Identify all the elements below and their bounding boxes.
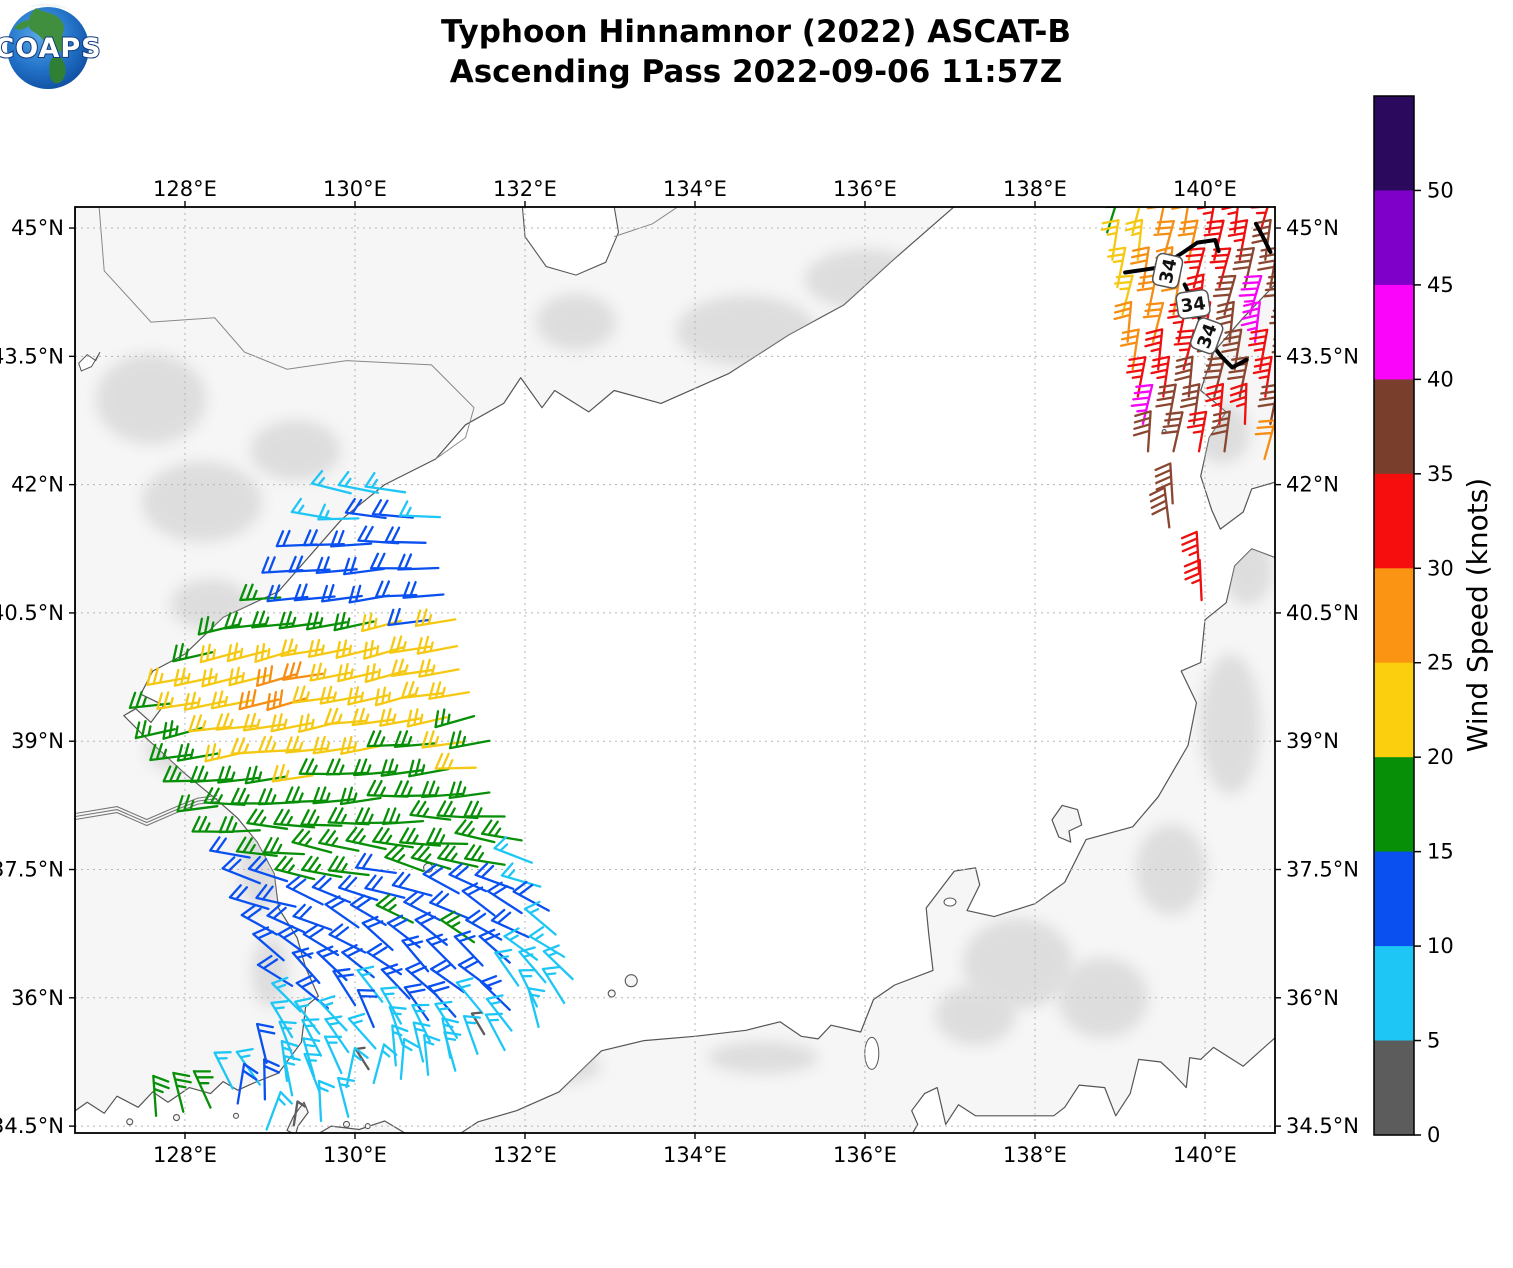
lake-noto	[944, 898, 956, 906]
figure-canvas: Typhoon Hinnamnor (2022) ASCAT-B Ascendi…	[0, 0, 1513, 1264]
colorbar-tick-label: 5	[1427, 1029, 1440, 1053]
lon-tick-label: 128°E	[153, 1143, 217, 1167]
lat-tick-label: 37.5°N	[1286, 858, 1359, 882]
colorbar-label: Wind Speed (knots)	[1461, 478, 1494, 752]
colorbar-segment	[1374, 1041, 1414, 1136]
lon-tick-label: 136°E	[833, 1143, 897, 1167]
lon-tick-label: 140°E	[1173, 1143, 1237, 1167]
colorbar-segment	[1374, 852, 1414, 947]
lon-tick-label: 128°E	[153, 177, 217, 201]
lon-tick-label: 138°E	[1003, 177, 1067, 201]
lat-tick-label: 39°N	[1286, 729, 1339, 753]
contour-label: 34	[1175, 289, 1210, 319]
contour-label: 34	[1152, 252, 1184, 289]
colorbar-segment	[1374, 663, 1414, 758]
lat-tick-label: 45°N	[1286, 216, 1339, 240]
lat-tick-label: 42°N	[11, 473, 64, 497]
colorbar-tick-label: 20	[1427, 745, 1454, 769]
colorbar-tick-label: 30	[1427, 556, 1454, 580]
lon-tick-label: 136°E	[833, 177, 897, 201]
lat-tick-label: 45°N	[11, 216, 64, 240]
colorbar-segment	[1374, 757, 1414, 852]
wind-barb	[1284, 247, 1301, 287]
lon-tick-label: 140°E	[1173, 177, 1237, 201]
lat-tick-label: 43.5°N	[1286, 344, 1359, 368]
colorbar-tick-label: 15	[1427, 840, 1454, 864]
lat-tick-label: 40.5°N	[0, 601, 64, 625]
lat-tick-label: 43.5°N	[0, 344, 64, 368]
small-island	[608, 990, 615, 997]
contour-label-text: 34	[1179, 293, 1207, 317]
colorbar-tick-label: 35	[1427, 462, 1454, 486]
colorbar-tick-label: 0	[1427, 1123, 1440, 1147]
colorbar-tick-label: 10	[1427, 934, 1454, 958]
lon-tick-label: 130°E	[323, 177, 387, 201]
map-plot: 343434 128°E128°E130°E130°E132°E132°E134…	[0, 177, 1359, 1167]
colorbar-segment	[1374, 946, 1414, 1041]
lon-tick-label: 132°E	[493, 1143, 557, 1167]
lat-tick-label: 34.5°N	[1286, 1114, 1359, 1138]
lake-biwa	[865, 1037, 879, 1069]
lon-tick-label: 132°E	[493, 177, 557, 201]
colorbar-tick-label: 25	[1427, 651, 1454, 675]
colorbar-segment	[1374, 191, 1414, 286]
small-island	[173, 1115, 179, 1121]
lon-tick-label: 134°E	[663, 177, 727, 201]
wind-barb	[1284, 385, 1304, 424]
lon-tick-label: 130°E	[323, 1143, 387, 1167]
coaps-logo: COAPS	[0, 4, 102, 89]
colorbar-tick-label: 50	[1427, 178, 1454, 202]
small-island	[127, 1119, 133, 1125]
colorbar-segment	[1374, 96, 1414, 191]
logo-text: COAPS	[0, 33, 102, 64]
lat-tick-label: 42°N	[1286, 473, 1339, 497]
page-title: Typhoon Hinnamnor (2022) ASCAT-B	[441, 14, 1071, 50]
lat-tick-label: 36°N	[1286, 986, 1339, 1010]
colorbar-segment	[1374, 285, 1414, 380]
colorbar: 0 5 10 15 20 25 30 35 40 45 50 Wind Speed (knots)	[1374, 96, 1494, 1147]
lat-tick-label: 40.5°N	[1286, 601, 1359, 625]
lat-tick-label: 37.5°N	[0, 858, 64, 882]
small-island	[625, 975, 637, 987]
lon-tick-label: 138°E	[1003, 1143, 1067, 1167]
colorbar-tick-label: 45	[1427, 273, 1454, 297]
small-island	[233, 1113, 238, 1118]
lat-tick-label: 39°N	[11, 729, 64, 753]
colorbar-tick-label: 40	[1427, 367, 1454, 391]
colorbar-segment	[1374, 474, 1414, 569]
colorbar-segment	[1374, 568, 1414, 663]
lon-tick-label: 134°E	[663, 1143, 727, 1167]
page-subtitle: Ascending Pass 2022-09-06 11:57Z	[450, 54, 1063, 90]
lat-tick-label: 36°N	[11, 986, 64, 1010]
colorbar-segment	[1374, 379, 1414, 474]
lat-tick-label: 34.5°N	[0, 1114, 64, 1138]
